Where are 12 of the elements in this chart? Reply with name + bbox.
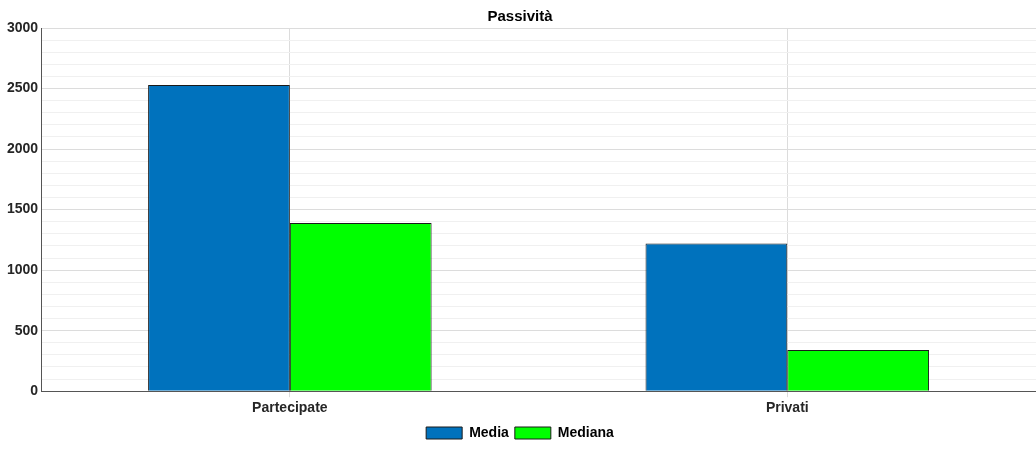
y-tick-label: 3000 — [6, 18, 39, 35]
y-tick-label: 2000 — [6, 139, 39, 156]
legend-label: Media — [469, 423, 510, 440]
y-tick-label: 1500 — [6, 200, 39, 217]
y-tick-label: 2500 — [6, 79, 39, 96]
x-tick-label: Privati — [765, 399, 809, 416]
chart-title: Passività — [487, 7, 554, 25]
legend-label: Mediana — [557, 423, 615, 440]
x-tick-label: Partecipate — [252, 399, 328, 416]
y-tick-label: 500 — [14, 321, 39, 338]
y-tick-label: 0 — [30, 382, 39, 399]
y-tick-label: 1000 — [6, 260, 39, 277]
